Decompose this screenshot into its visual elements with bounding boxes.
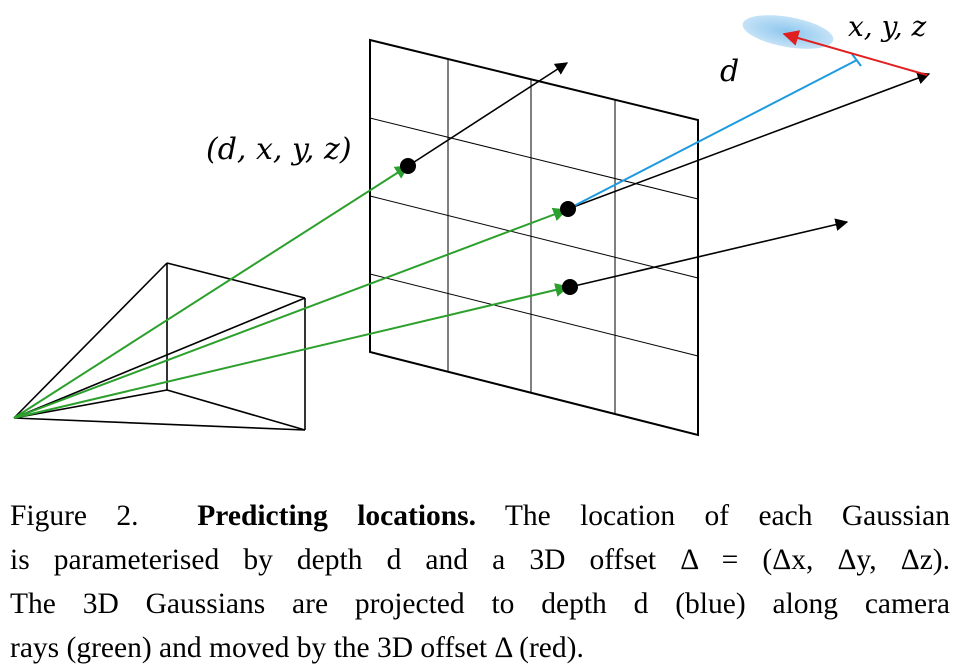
point-label: (d, x, y, z) [206, 132, 352, 167]
caption-title: Predicting locations. [197, 500, 477, 532]
caption-line-2: is parameterised by depth d and a 3D off… [10, 544, 950, 576]
figure-caption: Figure 2. Predicting locations. The loca… [10, 494, 950, 670]
outgoing-rays [407, 62, 931, 288]
camera-rays [13, 165, 570, 419]
offset-label: x, y, z [848, 10, 927, 43]
grid-points [400, 158, 578, 295]
caption-line-3: The 3D Gaussians are projected to depth … [10, 588, 950, 620]
figure-diagram: (d, x, y, z) d x, y, z [13, 10, 931, 437]
caption-line-1: Figure 2. Predicting locations. The loca… [10, 494, 950, 538]
image-plane-grid [369, 38, 699, 437]
figure-number: Figure 2. [10, 500, 139, 532]
camera-frustum [13, 262, 306, 431]
gaussian-ellipse [742, 15, 834, 49]
caption-line-4: rays (green) and moved by the 3D offset … [10, 632, 584, 664]
depth-label: d [720, 54, 740, 89]
offset-arrow [782, 30, 928, 76]
depth-segment [567, 53, 862, 210]
caption-line-1-rest: The location of each Gaussian [504, 500, 951, 532]
figure-svg [13, 15, 931, 437]
